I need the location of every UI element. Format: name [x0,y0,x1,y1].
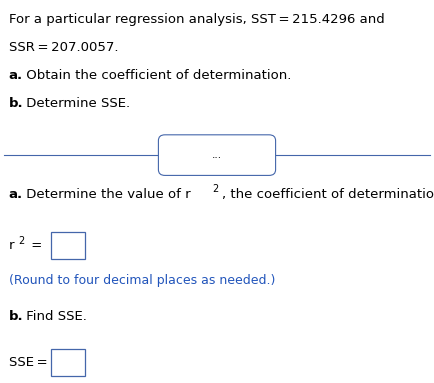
Text: ...: ... [212,150,222,160]
Text: Determine SSE.: Determine SSE. [22,97,130,110]
Text: SSR = 207.0057.: SSR = 207.0057. [9,41,118,54]
Text: (Round to four decimal places as needed.): (Round to four decimal places as needed.… [9,274,275,287]
Text: 2: 2 [18,236,24,246]
Text: , the coefficient of determination.: , the coefficient of determination. [222,188,434,201]
Text: r: r [9,239,14,252]
Text: b.: b. [9,310,23,323]
Text: Obtain the coefficient of determination.: Obtain the coefficient of determination. [22,69,291,82]
Text: Determine the value of r: Determine the value of r [22,188,191,201]
FancyBboxPatch shape [158,135,276,175]
FancyBboxPatch shape [51,349,85,376]
Text: b.: b. [9,97,23,110]
FancyBboxPatch shape [51,232,85,259]
Text: a.: a. [9,188,23,201]
Text: SSE =: SSE = [9,356,47,369]
Text: 2: 2 [212,184,218,194]
Text: Find SSE.: Find SSE. [22,310,86,323]
Text: For a particular regression analysis, SST = 215.4296 and: For a particular regression analysis, SS… [9,13,385,26]
Text: a.: a. [9,69,23,82]
Text: =: = [27,239,42,252]
